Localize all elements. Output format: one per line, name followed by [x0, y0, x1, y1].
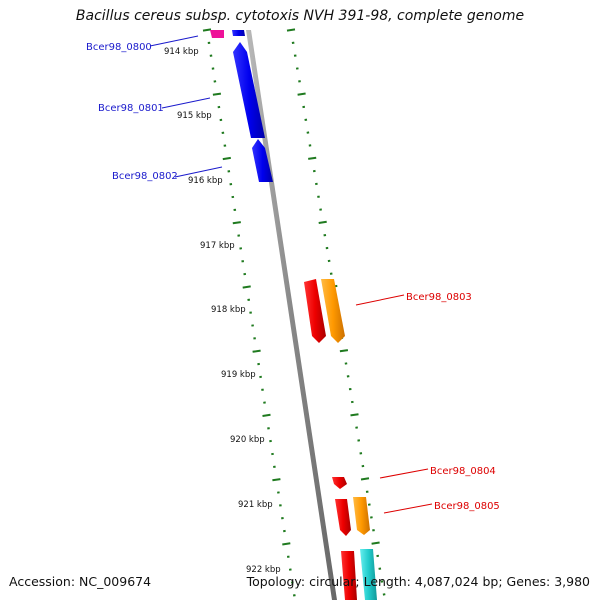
tick-mark — [282, 542, 291, 546]
tick-mark — [308, 156, 317, 160]
tick-label: 915 kbp — [177, 111, 212, 121]
gene-arrows — [210, 30, 377, 600]
tick-label: 918 kbp — [211, 305, 246, 315]
cds-arrow-bcer98-0804[interactable] — [332, 477, 347, 489]
tick-mark — [297, 92, 306, 96]
cds-arrow-bcer98-0802[interactable] — [252, 139, 273, 182]
tick-mark — [252, 349, 261, 353]
accession-text: Accession: NC_009674 — [9, 574, 152, 589]
gene-label-bcer98-0803[interactable]: Bcer98_0803 — [406, 292, 472, 303]
tick-mark — [212, 92, 222, 96]
cds-arrow[interactable] — [210, 30, 224, 38]
tick-label: 914 kbp — [164, 47, 199, 57]
tick-label: 920 kbp — [230, 435, 265, 445]
tick-mark — [242, 285, 251, 289]
cds-arrow[interactable] — [341, 551, 357, 600]
tick-mark — [360, 477, 370, 481]
gene-labels: Bcer98_0800 Bcer98_0801 Bcer98_0802 Bcer… — [86, 42, 500, 512]
tick-labels: 914 kbp 915 kbp 916 kbp 917 kbp 918 kbp … — [164, 47, 281, 575]
tick-label: 919 kbp — [221, 370, 256, 380]
tick-label: 921 kbp — [238, 500, 273, 510]
tick-tracks — [202, 28, 386, 597]
cds-arrow-bcer98-0801[interactable] — [233, 42, 265, 138]
tick-mark — [232, 221, 241, 225]
cds-arrow[interactable] — [360, 549, 377, 600]
tick-mark — [318, 220, 327, 224]
tick-mark — [202, 28, 212, 32]
cds-arrow-bcer98-0803-a[interactable] — [304, 279, 326, 343]
tick-label: 916 kbp — [188, 176, 223, 186]
tick-mark — [339, 349, 349, 353]
gene-label-bcer98-0802[interactable]: Bcer98_0802 — [112, 171, 178, 182]
tick-label: 922 kbp — [246, 565, 281, 575]
gene-label-bcer98-0804[interactable]: Bcer98_0804 — [430, 466, 496, 477]
cds-arrow-bcer98-0805-a[interactable] — [335, 499, 351, 536]
tick-mark — [222, 156, 231, 161]
tick-mark — [350, 413, 359, 417]
cds-arrow-bcer98-0805[interactable] — [353, 497, 370, 535]
gene-label-bcer98-0800[interactable]: Bcer98_0800 — [86, 42, 152, 53]
cds-arrow-bcer98-0803[interactable] — [321, 279, 345, 343]
map-title: Bacillus cereus subsp. cytotoxis NVH 391… — [75, 8, 525, 24]
tick-mark — [371, 541, 380, 545]
genome-summary-text: Topology: circular; Length: 4,087,024 bp… — [246, 574, 590, 589]
tick-mark — [262, 413, 271, 417]
tick-mark — [286, 28, 296, 32]
gene-label-bcer98-0805[interactable]: Bcer98_0805 — [434, 501, 500, 512]
gene-leader-lines — [149, 35, 433, 514]
tick-label: 917 kbp — [200, 241, 235, 251]
cds-arrow-bcer98-0800[interactable] — [232, 30, 245, 36]
gene-label-bcer98-0801[interactable]: Bcer98_0801 — [98, 103, 164, 114]
tick-mark — [272, 478, 281, 482]
